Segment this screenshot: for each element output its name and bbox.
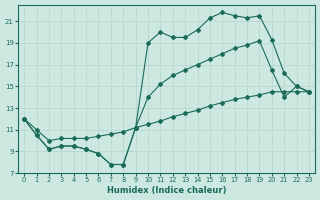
X-axis label: Humidex (Indice chaleur): Humidex (Indice chaleur)	[107, 186, 226, 195]
